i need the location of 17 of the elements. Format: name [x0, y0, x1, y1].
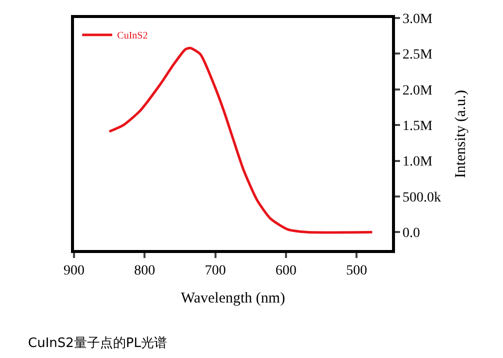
y-tick-label: 2.0M: [402, 83, 434, 98]
y-axis-title: Intensity (a.u.): [453, 90, 470, 178]
x-tick-label: 800: [134, 264, 156, 279]
x-tick-label: 900: [64, 264, 84, 279]
x-axis-title: Wavelength (nm): [180, 290, 286, 307]
legend-label: CuInS2: [117, 30, 148, 42]
text: CuInS2量子点的PL光谱: [28, 336, 167, 351]
y-tick-label: 1.5M: [402, 118, 434, 134]
y-tick-label: 3.0M: [402, 12, 434, 27]
y-tick-label: 2.5M: [402, 48, 434, 63]
y-tick-label: 1.0M: [402, 154, 434, 170]
y-tick-label: 0.0: [402, 226, 420, 242]
y-tick-label: 500.0k: [402, 190, 442, 206]
x-tick-label: 700: [204, 264, 226, 279]
x-tick-label: 600: [276, 264, 296, 279]
x-tick-label: 500: [346, 264, 368, 279]
line-series: [108, 46, 374, 234]
